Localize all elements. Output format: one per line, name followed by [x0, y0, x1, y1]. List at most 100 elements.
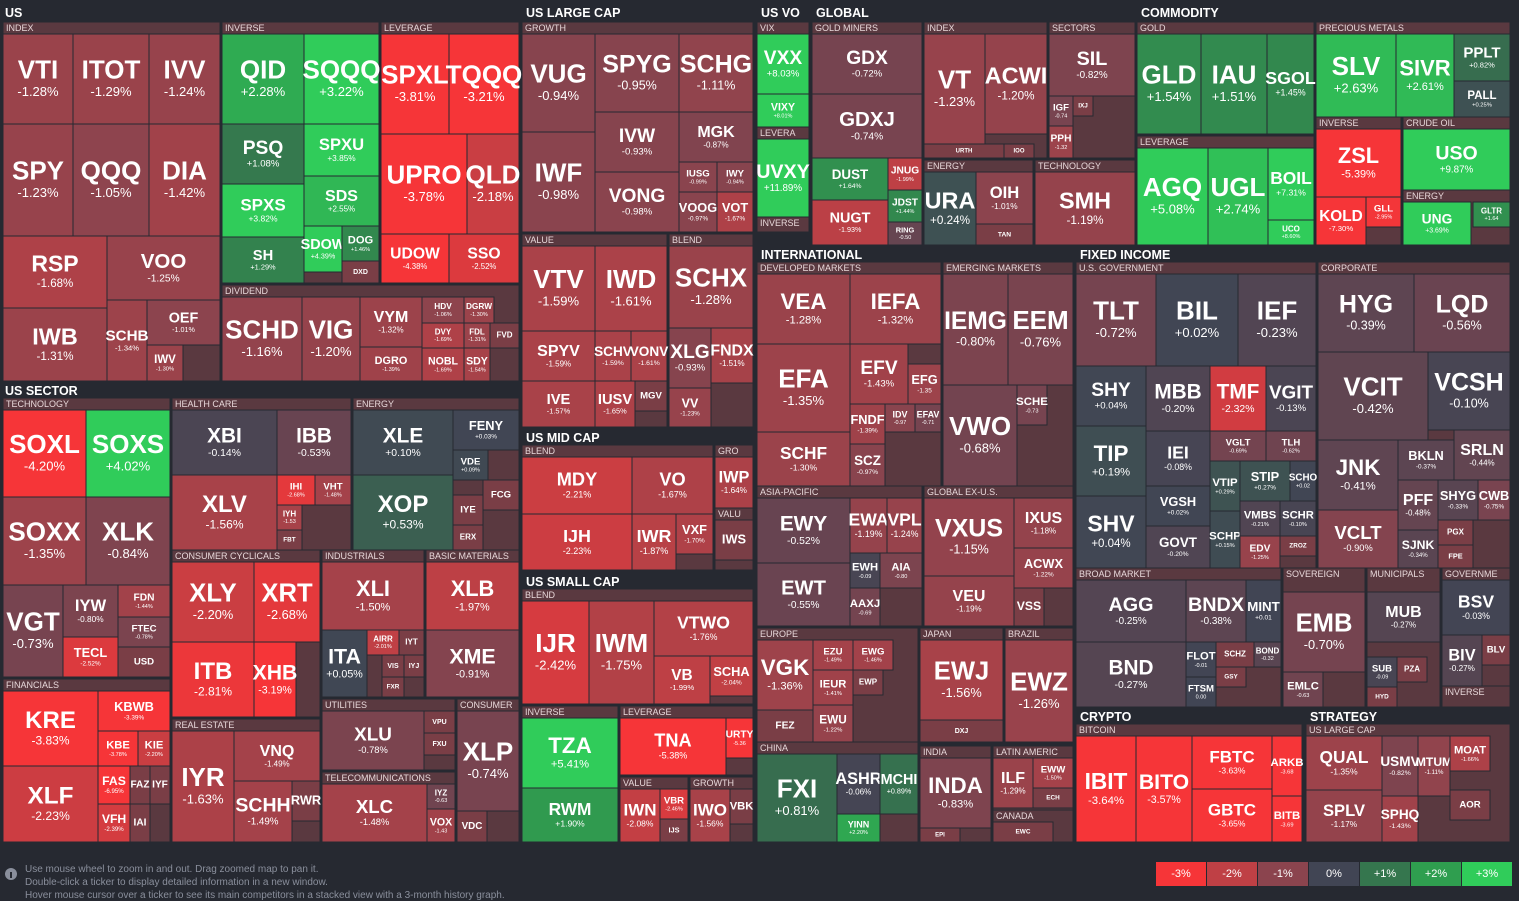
- ticker-tile[interactable]: VOX-1.43: [426, 808, 456, 843]
- ticker-tile[interactable]: ZSL-5.39%: [1315, 128, 1402, 198]
- ticker-tile[interactable]: IWP-1.64%: [714, 456, 754, 509]
- ticker-tile[interactable]: VCLT-0.90%: [1317, 509, 1399, 569]
- ticker-tile[interactable]: TAN: [975, 223, 1034, 246]
- ticker-tile[interactable]: EDV-1.25%: [1239, 535, 1281, 569]
- ticker-tile[interactable]: IAU+1.51%: [1200, 33, 1268, 135]
- ticker-tile[interactable]: VV-1.23%: [668, 387, 712, 428]
- ticker-tile[interactable]: HDV-1.06%: [421, 296, 465, 324]
- ticker-tile[interactable]: FXI+0.81%: [756, 753, 838, 843]
- ticker-tile[interactable]: EWY-0.52%: [756, 497, 851, 564]
- ticker-tile[interactable]: IYR-1.63%: [171, 730, 235, 843]
- ticker-tile[interactable]: SMH-1.19%: [1034, 171, 1136, 246]
- ticker-tile[interactable]: IWS: [714, 519, 754, 561]
- ticker-tile[interactable]: IEFA-1.32%: [849, 273, 942, 345]
- ticker-tile[interactable]: GDX-0.72%: [811, 33, 923, 95]
- ticker-tile[interactable]: VIG-1.20%: [301, 296, 361, 382]
- ticker-tile[interactable]: SDY-1.54%: [463, 347, 491, 382]
- ticker-tile[interactable]: IWV-1.30%: [146, 344, 184, 382]
- ticker-tile[interactable]: EFV-1.43%: [849, 343, 909, 405]
- ticker-tile[interactable]: GOVT-0.20%: [1145, 525, 1211, 569]
- ticker-tile[interactable]: OEF-1.01%: [146, 299, 221, 346]
- ticker-tile[interactable]: USO+9.87%: [1402, 128, 1511, 191]
- ticker-tile[interactable]: FLOT-0.01: [1185, 641, 1217, 678]
- ticker-tile[interactable]: SPLV-1.17%: [1305, 789, 1383, 843]
- ticker-tile[interactable]: VWO-0.68%: [942, 384, 1018, 487]
- ticker-tile[interactable]: GLD+1.54%: [1136, 33, 1202, 135]
- ticker-tile[interactable]: SQQQ+3.22%: [302, 33, 381, 125]
- ticker-tile[interactable]: HYG-0.39%: [1317, 273, 1415, 353]
- ticker-tile[interactable]: SH+1.29%: [221, 236, 305, 284]
- ticker-tile[interactable]: IYZ-0.63: [426, 783, 456, 810]
- ticker-tile[interactable]: XLE+0.10%: [352, 409, 454, 476]
- ticker-tile[interactable]: IYH-1.53: [276, 504, 303, 531]
- ticker-tile[interactable]: XME-0.91%: [425, 629, 520, 698]
- ticker-tile[interactable]: FAS-6.95%: [97, 765, 131, 805]
- ticker-tile[interactable]: ECH: [1032, 787, 1074, 809]
- ticker-tile[interactable]: XLU-0.78%: [321, 710, 425, 771]
- ticker-tile[interactable]: EMLC-0.63: [1282, 671, 1324, 708]
- ticker-tile[interactable]: VYM-1.32%: [359, 296, 423, 348]
- ticker-tile[interactable]: BOIL+7.31%: [1267, 147, 1315, 221]
- ticker-tile[interactable]: FXR: [381, 676, 405, 698]
- ticker-tile[interactable]: FENY+0.03%: [452, 409, 520, 451]
- ticker-tile[interactable]: VTI-1.28%: [2, 33, 74, 125]
- ticker-tile[interactable]: ILF-1.29%: [992, 757, 1034, 809]
- ticker-tile[interactable]: VFH-2.39%: [97, 803, 131, 843]
- ticker-tile[interactable]: UPRO-3.78%: [380, 133, 468, 235]
- ticker-tile[interactable]: SOXS+4.02%: [85, 409, 171, 498]
- ticker-tile[interactable]: UDOW-4.38%: [380, 233, 450, 284]
- ticker-tile[interactable]: INDA-0.83%: [919, 757, 992, 829]
- ticker-tile[interactable]: BKLN-0.37%: [1397, 439, 1455, 481]
- ticker-tile[interactable]: VCSH-0.10%: [1427, 351, 1511, 431]
- ticker-tile[interactable]: XLG-0.93%: [668, 327, 712, 389]
- ticker-tile[interactable]: GLL-2.95%: [1365, 196, 1402, 228]
- ticker-tile[interactable]: FEZ: [756, 709, 814, 743]
- ticker-tile[interactable]: SCHO+0.02: [1289, 460, 1318, 502]
- ticker-tile[interactable]: BIV-0.27%: [1441, 634, 1483, 687]
- ticker-tile[interactable]: IGF-0.74: [1048, 95, 1074, 127]
- ticker-tile[interactable]: VIS: [381, 654, 405, 678]
- ticker-tile[interactable]: QID+2.28%: [221, 33, 305, 125]
- ticker-tile[interactable]: VXX+8.03%: [756, 33, 810, 95]
- ticker-tile[interactable]: IJS: [659, 818, 689, 843]
- ticker-tile[interactable]: IWM-1.75%: [588, 600, 655, 705]
- ticker-tile[interactable]: KRE-3.83%: [2, 690, 99, 767]
- ticker-tile[interactable]: AGG-0.25%: [1075, 579, 1187, 643]
- ticker-tile[interactable]: ITB-2.81%: [171, 641, 255, 718]
- ticker-tile[interactable]: EWW-1.50%: [1032, 757, 1074, 789]
- ticker-tile[interactable]: MUB-0.27%: [1366, 591, 1441, 643]
- ticker-tile[interactable]: VPU: [423, 710, 456, 734]
- ticker-tile[interactable]: FDN-1.44%: [117, 584, 171, 618]
- ticker-tile[interactable]: XOP+0.53%: [352, 474, 454, 551]
- ticker-tile[interactable]: SCHE-0.73: [1016, 384, 1048, 426]
- ticker-tile[interactable]: DOG+1.46%: [341, 225, 380, 262]
- ticker-tile[interactable]: VXF-1.70%: [675, 513, 714, 555]
- ticker-tile[interactable]: SIL-0.82%: [1048, 33, 1136, 97]
- ticker-tile[interactable]: USMV-0.82%: [1380, 735, 1420, 797]
- ticker-tile[interactable]: FBTC-3.63%: [1191, 735, 1273, 790]
- ticker-tile[interactable]: SDOW+4.39%: [301, 225, 346, 273]
- ticker-tile[interactable]: ASHR-0.06%: [835, 753, 882, 815]
- ticker-tile[interactable]: XLY-2.20%: [171, 561, 255, 643]
- ticker-tile[interactable]: IEF-0.23%: [1237, 273, 1317, 367]
- ticker-tile[interactable]: SCHP+0.15%: [1209, 510, 1241, 569]
- ticker-tile[interactable]: VDC: [456, 810, 488, 843]
- ticker-tile[interactable]: RSP-1.68%: [2, 235, 108, 309]
- ticker-tile[interactable]: IAI: [129, 803, 151, 843]
- ticker-tile[interactable]: VGLT-0.69%: [1209, 430, 1267, 462]
- ticker-tile[interactable]: QLD-2.18%: [466, 133, 521, 235]
- ticker-tile[interactable]: FVD: [489, 322, 520, 349]
- ticker-tile[interactable]: EWJ-1.56%: [919, 639, 1004, 721]
- ticker-tile[interactable]: FNDF-1.39%: [849, 403, 886, 445]
- ticker-tile[interactable]: EPI: [919, 827, 961, 843]
- ticker-tile[interactable]: IJR-2.42%: [521, 600, 590, 705]
- ticker-tile[interactable]: FDL-1.31%: [463, 322, 491, 349]
- ticker-tile[interactable]: NUGT-1.93%: [811, 199, 889, 246]
- ticker-tile[interactable]: VEU-1.19%: [923, 575, 1015, 627]
- ticker-tile[interactable]: IYW-0.80%: [62, 584, 119, 638]
- ticker-tile[interactable]: IVE-1.57%: [521, 380, 596, 428]
- ticker-tile[interactable]: IWD-1.61%: [594, 245, 668, 332]
- ticker-tile[interactable]: SPHQ-1.43%: [1381, 795, 1420, 843]
- ticker-tile[interactable]: IEUR-1.41%: [812, 669, 854, 706]
